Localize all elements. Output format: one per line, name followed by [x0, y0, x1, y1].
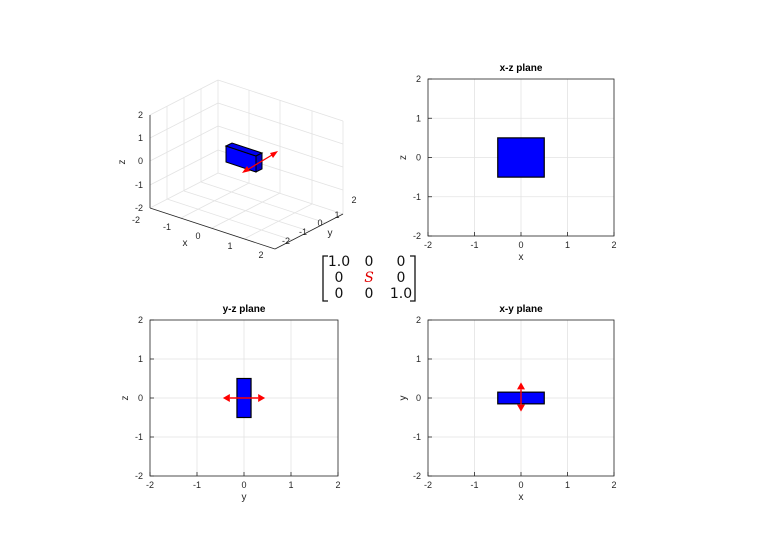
matrix-cell: 0	[365, 254, 374, 270]
matrix-scale-variable: S	[364, 270, 374, 286]
iso-x-ticks: -2 -1 0 1 2	[132, 215, 264, 260]
iso-view-plot: -2 -1 0 1 2 z -2 -1 0 1 2 x -2 -1 0 1 2 y	[117, 79, 357, 260]
yz-y-label: z	[120, 396, 131, 401]
matrix-cell: 0	[397, 254, 406, 270]
transform-matrix: 1.0 0 00 S 00 0 1.0	[322, 254, 416, 302]
iso-z-label: z	[117, 160, 128, 165]
yz-y-tick-label: -1	[135, 432, 143, 442]
iso-y-tick-label: -1	[299, 227, 307, 237]
iso-grid	[149, 79, 344, 250]
matrix-right-bracket	[410, 255, 416, 302]
xz-box	[497, 137, 545, 178]
xy-x-tick-label: -1	[470, 480, 478, 490]
iso-arrow	[242, 151, 278, 173]
xz-plane-plot: -2-2 -1 -1 0 0 1 1 2 2 x-z plane x z	[398, 63, 617, 263]
xz-x-tick-label: 0	[518, 240, 523, 250]
xy-y-label: y	[398, 396, 409, 401]
yz-x-tick-label: -1	[193, 480, 201, 490]
xy-title: x-y plane	[499, 304, 543, 315]
yz-x-tick-label: 2	[335, 480, 340, 490]
xy-arrow	[517, 382, 525, 412]
iso-y-tick-label: 2	[351, 195, 356, 205]
yz-y-tick-label: 2	[138, 315, 143, 325]
xy-x-tick-label: 2	[611, 480, 616, 490]
xy-y-tick-label: -1	[413, 432, 421, 442]
yz-y-tick-label: 1	[138, 354, 143, 364]
matrix-cell: 0	[335, 270, 344, 286]
xy-y-tick-label: -2	[413, 471, 421, 481]
xz-x-tick-label: -1	[470, 240, 478, 250]
xz-x-tick-label: 2	[611, 240, 616, 250]
xz-y-tick-label: -2	[413, 231, 421, 241]
xy-y-tick-label: 2	[416, 315, 421, 325]
xz-title: x-z plane	[500, 63, 543, 74]
xy-x-tick-label: -2	[424, 480, 432, 490]
iso-z-ticks: -2 -1 0 1 2	[135, 110, 143, 213]
iso-z-tick-label: 1	[138, 133, 143, 143]
iso-x-tick-label: -2	[132, 215, 140, 225]
iso-y-ticks: -2 -1 0 1 2	[282, 195, 357, 246]
iso-y-tick-label: -2	[282, 236, 290, 246]
xz-x-label: x	[519, 252, 524, 263]
matrix-cell: 0	[335, 286, 344, 302]
matrix-cell: 1.0	[328, 254, 350, 270]
iso-z-tick-label: 2	[138, 110, 143, 120]
yz-x-tick-label: 0	[241, 480, 246, 490]
matrix-cell: 1.0	[390, 286, 412, 302]
yz-y-tick-label: 0	[138, 393, 143, 403]
xy-y-tick-label: 1	[416, 354, 421, 364]
iso-z-tick-label: 0	[138, 156, 143, 166]
xz-y-label: z	[398, 155, 409, 160]
yz-x-tick-label: -2	[146, 480, 154, 490]
iso-x-label: x	[183, 238, 188, 249]
matrix-cell: 0	[397, 270, 406, 286]
yz-title: y-z plane	[223, 304, 266, 315]
matrix-left-bracket	[322, 255, 328, 302]
iso-y-tick-label: 0	[317, 218, 322, 228]
iso-x-tick-label: 1	[227, 241, 232, 251]
xz-y-tick-label: -1	[413, 192, 421, 202]
xy-y-tick-label: 0	[416, 393, 421, 403]
iso-box	[224, 142, 264, 173]
xy-x-tick-label: 1	[565, 480, 570, 490]
xy-plane-plot: -2-2 -1 -1 0 0 1 1 2 2 x-y plane x y	[398, 304, 617, 503]
yz-x-label: y	[242, 492, 247, 503]
xz-y-tick-label: 1	[416, 113, 421, 123]
yz-y-tick-label: -2	[135, 471, 143, 481]
matrix-cell: 0	[365, 286, 374, 302]
yz-x-tick-label: 1	[288, 480, 293, 490]
xz-y-tick-label: 2	[416, 74, 421, 84]
xz-x-tick-label: -2	[424, 240, 432, 250]
iso-y-tick-label: 1	[334, 210, 339, 220]
iso-z-tick-label: -1	[135, 180, 143, 190]
iso-z-tick-label: -2	[135, 203, 143, 213]
iso-axes	[149, 115, 344, 250]
xz-x-tick-label: 1	[565, 240, 570, 250]
xy-x-tick-label: 0	[518, 480, 523, 490]
yz-plane-plot: -2-2 -1 -1 0 0 1 1 2 2 y-z plane y z	[120, 304, 341, 503]
yz-arrow	[222, 394, 266, 402]
xz-y-tick-label: 0	[416, 153, 421, 163]
iso-x-tick-label: 2	[258, 250, 263, 260]
iso-x-tick-label: -1	[163, 222, 171, 232]
iso-y-label: y	[328, 228, 333, 239]
iso-x-tick-label: 0	[195, 231, 200, 241]
xy-x-label: x	[519, 492, 524, 503]
